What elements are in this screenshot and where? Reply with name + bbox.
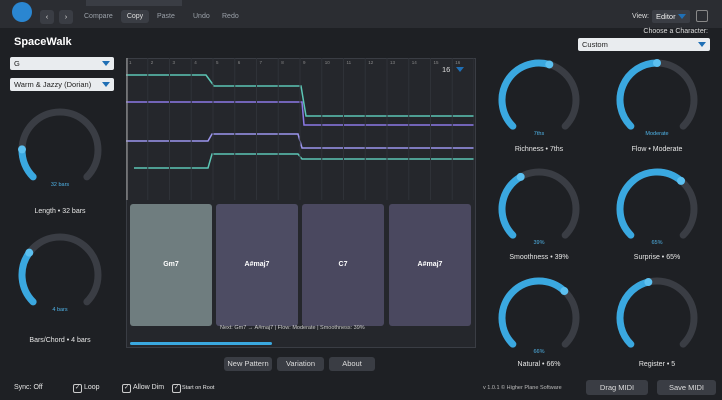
step-number: 9 xyxy=(303,60,306,65)
checkbox-label: Loop xyxy=(84,384,100,391)
knob-handle xyxy=(25,248,34,257)
step-number: 8 xyxy=(281,60,284,65)
character-label: Choose a Character: xyxy=(643,28,708,35)
knob-label: Register • 5 xyxy=(638,361,676,368)
drag-midi-button[interactable]: Drag MIDI xyxy=(586,380,648,395)
knob-value: 66% xyxy=(533,349,545,355)
knob-handle xyxy=(653,59,661,67)
voice-line xyxy=(126,133,474,149)
version-text: v 1.0.1 © Higher Plane Software xyxy=(483,385,562,391)
mode-dropdown[interactable]: Warm & Jazzy (Dorian) xyxy=(10,78,114,91)
save-midi-button[interactable]: Save MIDI xyxy=(657,380,716,395)
title: SpaceWalk xyxy=(14,36,72,48)
step-number: 10 xyxy=(325,60,331,65)
step-number: 7 xyxy=(260,60,263,65)
chord-graph: 1 2 3 4 5 6 7 8 9 10 11 12 13 14 15 16 xyxy=(126,58,474,200)
key-dropdown[interactable]: G xyxy=(10,57,114,70)
knob-label: Richness • 7ths xyxy=(514,146,564,153)
step-number: 15 xyxy=(434,60,440,65)
knob-track xyxy=(18,233,102,306)
progress-bar xyxy=(130,342,272,345)
prev-button[interactable]: ‹ xyxy=(40,10,54,24)
knob-handle xyxy=(644,278,653,287)
about-button[interactable]: About xyxy=(329,357,375,371)
length-dropdown[interactable]: 16 xyxy=(438,63,468,76)
step-number: 3 xyxy=(173,60,176,65)
knob-handle xyxy=(516,172,525,181)
knob-value: 7ths xyxy=(533,131,545,137)
step-number: 5 xyxy=(216,60,219,65)
knob-arc xyxy=(18,249,37,306)
step-number: 16 xyxy=(455,60,461,65)
knob-label: Length • 32 bars xyxy=(34,208,86,215)
knob-value: 65% xyxy=(651,240,663,246)
settings-icon[interactable] xyxy=(696,10,708,22)
knob-label: Surprise • 65% xyxy=(633,254,681,261)
paste-button[interactable]: Paste xyxy=(157,13,175,20)
knob-arc xyxy=(18,145,37,181)
variation-button[interactable]: Variation xyxy=(277,357,324,371)
new-pattern-button[interactable]: New Pattern xyxy=(224,357,272,371)
voice-line xyxy=(126,74,474,117)
checkbox-label: Start on Root xyxy=(182,385,215,391)
step-number: 14 xyxy=(412,60,418,65)
knob-arc xyxy=(498,173,525,239)
voice-line xyxy=(126,101,474,126)
knob-track xyxy=(18,108,102,181)
step-number: 4 xyxy=(194,60,197,65)
chord-pad[interactable]: Gm7 xyxy=(130,204,212,326)
knob-value: 32 bars xyxy=(50,182,70,188)
voice-line xyxy=(134,153,474,169)
knob-value: 39% xyxy=(533,240,545,246)
knob-arc xyxy=(498,59,553,130)
knob-arc xyxy=(616,278,652,348)
knob-label: Natural • 66% xyxy=(517,361,561,368)
knob-handle xyxy=(18,145,27,154)
redo-button[interactable]: Redo xyxy=(222,13,239,20)
chord-pad[interactable]: A#maj7 xyxy=(216,204,298,326)
knob-label: Flow • Moderate xyxy=(631,146,683,153)
checkbox[interactable]: ✓ xyxy=(172,384,181,393)
sync-status: Sync: Off xyxy=(14,384,43,391)
knob-handle xyxy=(677,176,686,185)
knob-arc xyxy=(616,59,661,130)
knob-label: Smoothness • 39% xyxy=(509,254,569,261)
preset-field[interactable] xyxy=(86,0,182,6)
knob-label: Bars/Chord • 4 bars xyxy=(29,337,91,344)
checkbox[interactable]: ✓ xyxy=(73,384,82,393)
undo-button[interactable]: Undo xyxy=(193,13,210,20)
knob-handle xyxy=(545,60,554,69)
next-button[interactable]: › xyxy=(59,10,73,24)
chord-pad[interactable]: A#maj7 xyxy=(389,204,471,326)
step-number: 2 xyxy=(151,60,154,65)
knob-handle xyxy=(560,287,569,296)
view-dropdown[interactable]: Editor xyxy=(652,10,690,23)
step-number: 13 xyxy=(390,60,396,65)
view-label: View: xyxy=(632,13,649,20)
knob-arc xyxy=(498,277,568,348)
checkbox-label: Allow Dim xyxy=(133,384,165,391)
knob-arc xyxy=(616,168,685,239)
step-number: 1 xyxy=(129,60,132,65)
step-number: 6 xyxy=(238,60,241,65)
knob-value: Moderate xyxy=(645,131,669,137)
step-number: 12 xyxy=(368,60,374,65)
checkbox[interactable]: ✓ xyxy=(122,384,131,393)
chord-pad[interactable]: C7 xyxy=(302,204,384,326)
power-button[interactable] xyxy=(12,2,32,22)
status-text: Next: Gm7 → A#maj7 | Flow: Moderate | Sm… xyxy=(220,325,365,331)
step-number: 11 xyxy=(347,60,352,65)
compare-button[interactable]: Compare xyxy=(84,13,113,20)
knob-value: 4 bars xyxy=(52,307,68,313)
character-dropdown[interactable]: Custom xyxy=(578,38,710,51)
copy-button[interactable]: Copy xyxy=(121,10,149,23)
